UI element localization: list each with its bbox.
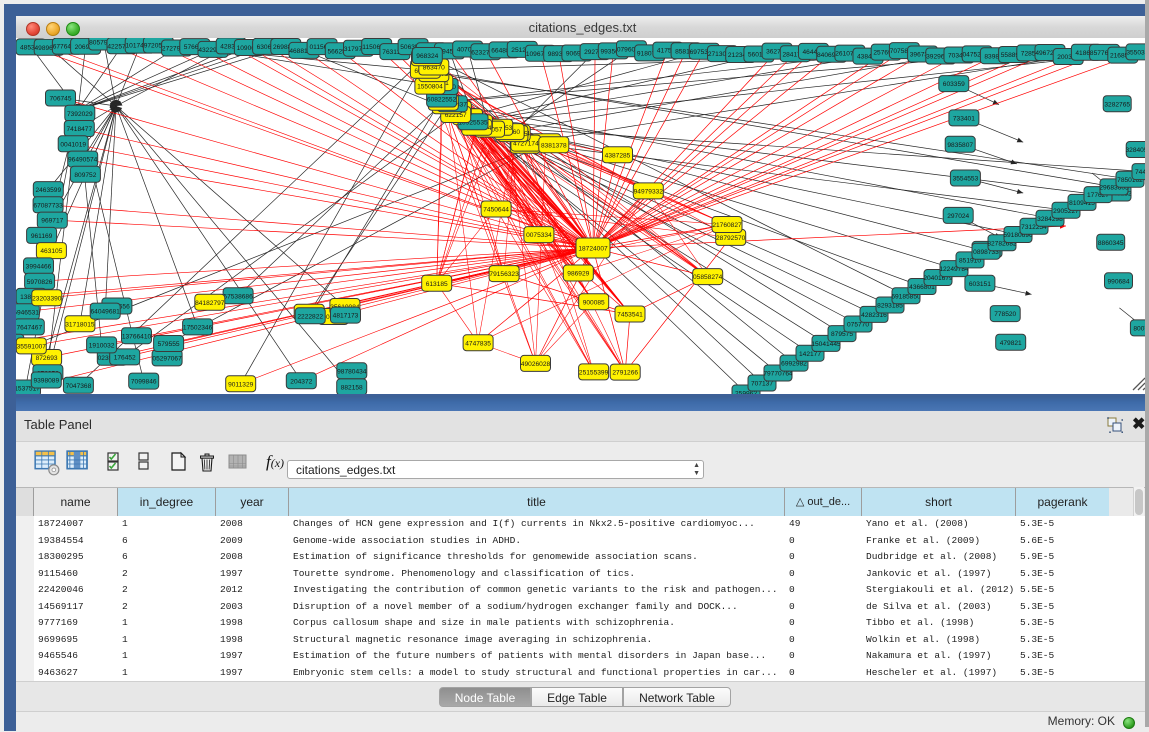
svg-text:3994466: 3994466: [26, 264, 52, 271]
svg-text:96490574: 96490574: [68, 157, 98, 164]
svg-text:28792570: 28792570: [716, 235, 746, 242]
svg-text:2791266: 2791266: [612, 370, 638, 377]
svg-text:8860345: 8860345: [1098, 240, 1124, 247]
svg-text:60822552: 60822552: [427, 97, 457, 104]
svg-text:706745: 706745: [49, 96, 71, 103]
svg-text:84182797: 84182797: [195, 300, 225, 307]
svg-text:1910032: 1910032: [89, 343, 115, 350]
svg-text:18724007: 18724007: [578, 246, 608, 253]
svg-text:176452: 176452: [114, 355, 136, 362]
svg-text:613185: 613185: [426, 281, 448, 288]
svg-text:7099846: 7099846: [131, 379, 157, 386]
svg-text:6992982: 6992982: [781, 361, 807, 368]
svg-text:990684: 990684: [1107, 278, 1129, 285]
svg-text:94979332: 94979332: [634, 189, 664, 196]
svg-text:2222822: 2222822: [297, 313, 323, 320]
svg-text:969717: 969717: [41, 218, 63, 225]
svg-text:3282765: 3282765: [1104, 101, 1130, 108]
svg-text:603151: 603151: [969, 281, 991, 288]
svg-text:7647467: 7647467: [16, 325, 42, 332]
svg-text:3554553: 3554553: [953, 176, 979, 183]
svg-text:968324: 968324: [416, 53, 438, 60]
svg-text:603359: 603359: [943, 81, 965, 88]
svg-text:67087733: 67087733: [33, 202, 63, 209]
svg-text:57538686: 57538686: [223, 293, 253, 300]
svg-text:49026028: 49026028: [521, 361, 551, 368]
svg-text:79770764: 79770764: [763, 371, 793, 378]
svg-text:7450644: 7450644: [483, 207, 509, 214]
svg-text:0041019: 0041019: [60, 141, 86, 148]
svg-text:35591007: 35591007: [17, 344, 47, 351]
svg-text:98780434: 98780434: [337, 368, 367, 375]
svg-text:25155399: 25155399: [579, 370, 609, 377]
svg-text:2463599: 2463599: [35, 187, 61, 194]
svg-text:31718015: 31718015: [65, 321, 95, 328]
svg-text:9011329: 9011329: [228, 381, 254, 388]
svg-text:65946531: 65946531: [16, 309, 39, 316]
svg-text:961169: 961169: [31, 233, 53, 240]
svg-text:778520: 778520: [994, 311, 1016, 318]
svg-text:05858274: 05858274: [693, 274, 723, 281]
svg-text:204372: 204372: [290, 378, 312, 385]
svg-text:9398089: 9398089: [33, 378, 59, 385]
svg-text:0075334: 0075334: [526, 232, 552, 239]
svg-text:23203390: 23203390: [32, 295, 62, 302]
svg-text:900085: 900085: [583, 299, 605, 306]
svg-text:7453541: 7453541: [617, 312, 643, 319]
svg-text:64049681: 64049681: [91, 309, 121, 316]
svg-text:479821: 479821: [1000, 340, 1022, 347]
svg-text:21760827: 21760827: [712, 222, 742, 229]
svg-text:882158: 882158: [341, 385, 363, 392]
svg-text:79156323: 79156323: [489, 271, 519, 278]
svg-text:7047368: 7047368: [66, 383, 92, 390]
svg-text:4817173: 4817173: [333, 313, 359, 320]
svg-text:4747835: 4747835: [465, 340, 491, 347]
svg-text:9835807: 9835807: [947, 142, 973, 149]
svg-text:7392029: 7392029: [67, 111, 93, 118]
svg-text:297024: 297024: [947, 213, 969, 220]
svg-text:05297067: 05297067: [152, 356, 182, 363]
svg-text:809752: 809752: [74, 172, 96, 179]
svg-text:463105: 463105: [40, 248, 62, 255]
svg-text:13766410: 13766410: [122, 333, 152, 340]
svg-text:986929: 986929: [567, 271, 589, 278]
svg-text:5970826: 5970826: [27, 279, 53, 286]
svg-text:733401: 733401: [953, 116, 975, 123]
svg-text:17502346: 17502346: [183, 325, 213, 332]
svg-text:7418477: 7418477: [66, 126, 92, 133]
svg-text:1550804: 1550804: [417, 84, 443, 91]
svg-text:579555: 579555: [158, 341, 180, 348]
svg-text:8381378: 8381378: [541, 142, 567, 149]
svg-text:872693: 872693: [36, 355, 58, 362]
svg-text:4387285: 4387285: [605, 152, 631, 159]
svg-text:707137: 707137: [751, 381, 773, 388]
